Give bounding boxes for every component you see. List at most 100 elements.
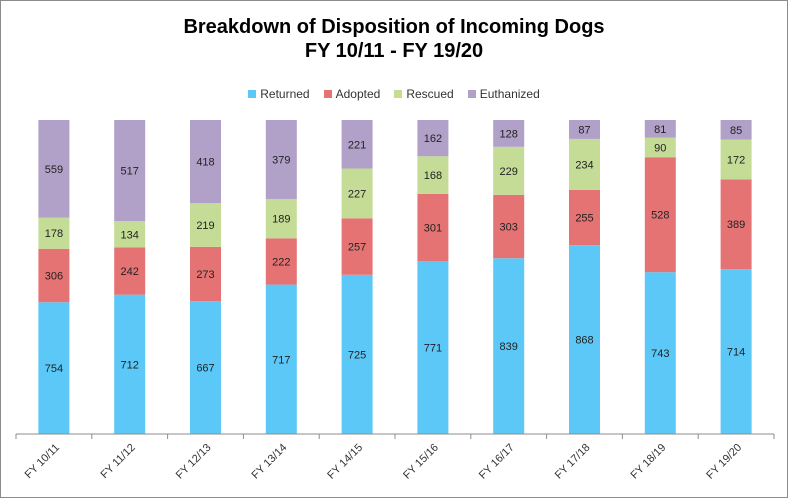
data-label: 219 [196,220,214,232]
bar-segment-euthanized [265,120,297,199]
data-label: 301 [424,223,442,235]
bar-segment-returned [38,302,70,434]
data-label: 222 [272,256,290,268]
bar-segment-rescued [720,139,752,180]
data-label: 257 [348,242,366,254]
bar-segment-rescued [38,217,70,249]
bar-segment-returned [341,274,373,434]
bar-segment-rescued [341,168,373,219]
data-label: 227 [348,188,366,200]
legend-swatch [248,90,257,98]
data-label: 517 [121,166,139,178]
bar-segment-adopted [493,194,525,259]
legend-swatch [394,90,403,98]
data-label: 418 [196,157,214,169]
x-tick-label: FY 11/12 [98,442,137,481]
bar-segment-adopted [417,193,449,262]
data-label: 725 [348,349,366,361]
bar-segment-returned [720,269,752,434]
data-label: 667 [196,363,214,375]
bar-segment-rescued [265,198,297,239]
bar-segment-euthanized [569,120,600,139]
data-label: 559 [45,164,63,176]
x-tick-label: FY 19/20 [704,442,744,482]
bar-segment-euthanized [644,120,676,138]
data-label: 178 [45,228,63,240]
bar-segment-rescued [190,203,221,247]
data-label: 90 [654,142,666,154]
legend-label: Euthanized [479,87,540,101]
legend-swatch [467,90,476,98]
data-label: 229 [500,166,518,178]
bar-segment-adopted [720,179,752,270]
legend-item-returned: Returned [248,87,310,101]
bar-segment-returned [569,245,600,434]
legend-label: Returned [260,87,310,101]
data-label: 273 [196,269,214,281]
data-label: 717 [272,354,290,366]
data-label: 255 [575,213,593,225]
data-label: 754 [45,363,63,375]
legend-item-euthanized: Euthanized [467,87,540,101]
legend-item-adopted: Adopted [323,87,381,101]
legend-item-rescued: Rescued [394,87,454,101]
data-label: 303 [500,222,518,234]
bar-segment-rescued [114,221,146,248]
x-tick-label: FY 16/17 [477,442,517,482]
data-label: 87 [578,124,590,136]
x-tick-label: FY 18/19 [629,442,669,482]
chart-title-line2: FY 10/11 - FY 19/20 [304,40,484,62]
data-label: 81 [654,124,666,136]
data-label: 189 [272,214,290,226]
data-label: 528 [651,210,669,222]
data-label: 172 [727,154,745,166]
bar-segment-returned [644,272,676,434]
chart-title-line1: Breakdown of Disposition of Incoming Dog… [183,16,605,38]
bar-segment-rescued [417,156,449,194]
bar-segment-adopted [38,248,70,303]
bar-segment-euthanized [417,120,449,157]
bar-segment-rescued [644,137,676,158]
data-label: 771 [424,343,442,355]
data-label: 389 [727,219,745,231]
data-label: 85 [730,125,742,137]
bar-segment-euthanized [720,120,752,140]
legend-label: Adopted [335,87,381,101]
bar-segment-euthanized [493,120,525,147]
data-label: 379 [272,154,290,166]
chart-legend: Returned Adopted Rescued Euthanized [1,87,787,101]
bar-segment-returned [493,258,525,434]
x-tick-label: FY 15/16 [401,442,441,482]
x-tick-label: FY 17/18 [553,442,593,482]
legend-swatch [323,90,332,98]
data-label: 221 [348,139,366,151]
x-tick-label: FY 14/15 [325,442,365,482]
data-label: 743 [651,348,669,360]
data-label: 306 [45,271,63,283]
data-label: 234 [575,159,593,171]
data-label: 839 [500,341,518,353]
bar-segment-euthanized [38,120,70,218]
x-tick-label: FY 13/14 [250,442,290,482]
bar-segment-returned [417,261,449,434]
bar-segment-adopted [265,238,297,285]
bar-segment-returned [190,301,221,434]
data-label: 714 [727,347,745,359]
bar-segment-adopted [569,189,600,246]
bar-segment-euthanized [341,120,373,169]
bar-segment-rescued [493,146,525,195]
x-tick-label: FY 12/13 [174,442,214,482]
x-tick-label: FY 10/11 [23,442,62,481]
bar-segment-euthanized [114,120,146,222]
data-label: 712 [121,359,139,371]
bar-segment-returned [114,294,146,434]
data-label: 168 [424,170,442,182]
bar-segment-adopted [190,246,221,302]
legend-label: Rescued [406,87,454,101]
bar-segment-adopted [341,218,373,275]
bar-segment-adopted [114,247,146,295]
data-label: 128 [500,128,518,140]
data-label: 134 [121,229,139,241]
data-label: 242 [121,266,139,278]
